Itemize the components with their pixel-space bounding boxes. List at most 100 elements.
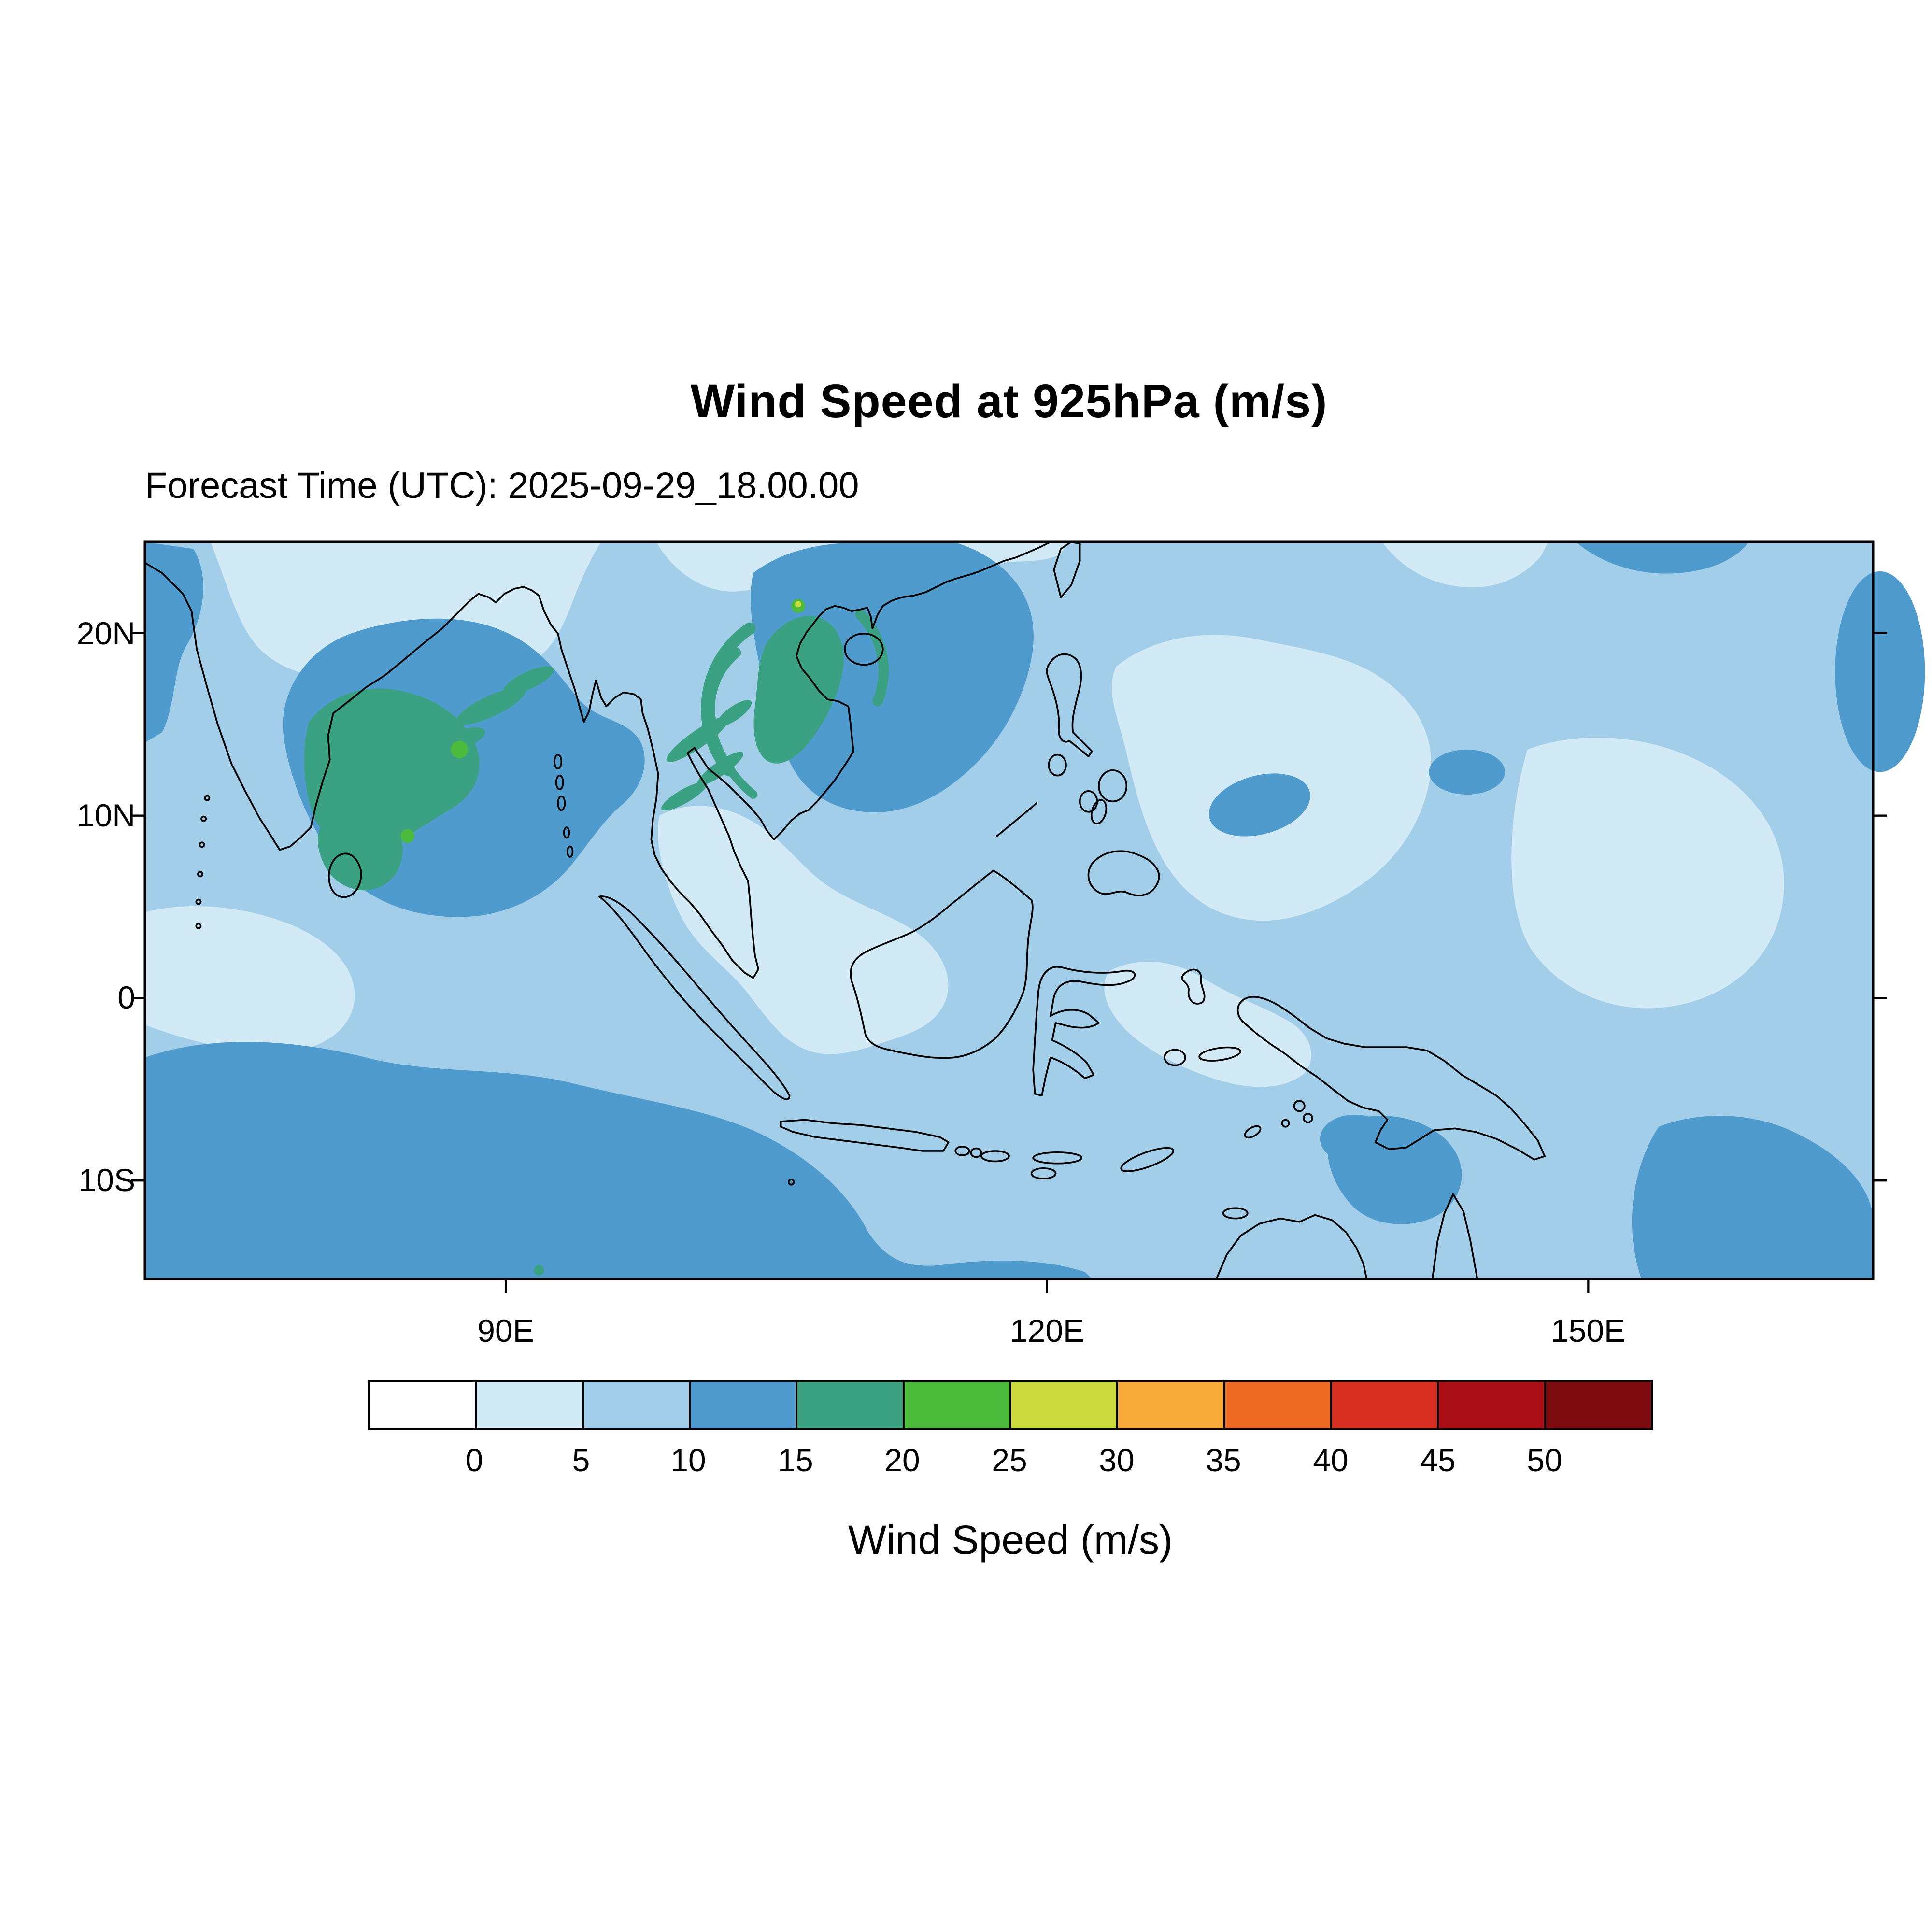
colorbar-tick-35: 35 (1206, 1442, 1241, 1478)
lat-label-20n: 20N (76, 615, 135, 651)
lat-label-10n: 10N (76, 797, 135, 833)
colorbar-cell (904, 1382, 1011, 1428)
coastline-negros (1090, 799, 1108, 825)
wind-speed-map (131, 540, 1925, 1293)
colorbar-tick-25: 25 (992, 1442, 1027, 1478)
coastline-java (780, 1119, 950, 1152)
wind-contour-streak (455, 687, 526, 725)
coastline-buru (1164, 1049, 1186, 1066)
coastline-sri-lanka (328, 852, 362, 898)
coastline-atoll (195, 898, 202, 905)
axis-ticks (131, 632, 1887, 1293)
coastline-nicobar-island (563, 826, 570, 839)
wind-contour-blob (1104, 961, 1312, 1087)
colorbar-tick-15: 15 (778, 1442, 813, 1478)
coastline-palawan (996, 802, 1038, 837)
wind-contour-blob (1208, 773, 1310, 837)
colorbar-tick-10: 10 (670, 1442, 706, 1478)
coastline-lombok (970, 1147, 982, 1158)
coastline-mindoro (1048, 753, 1067, 777)
wind-contours-15-20 (304, 609, 889, 1276)
coastline-seram (1198, 1046, 1241, 1062)
coastline-andaman-island (555, 774, 564, 791)
wind-contour-blob (1576, 542, 1749, 574)
colorbar-cell (1439, 1382, 1546, 1428)
coastline-tanimbar (1244, 1125, 1262, 1139)
coastline-atoll (199, 841, 205, 848)
coastline-christmas-island (788, 1179, 795, 1186)
colorbar-tick-5: 5 (572, 1442, 590, 1478)
colorbar-tick-45: 45 (1420, 1442, 1456, 1478)
coastline-cape-york (1431, 1193, 1478, 1280)
coastline-andaman-island (554, 753, 563, 770)
colorbar-tick-30: 30 (1099, 1442, 1135, 1478)
wind-contour-blob (145, 542, 203, 743)
colorbar-cell (1011, 1382, 1119, 1428)
colorbar-tick-50: 50 (1527, 1442, 1563, 1478)
colorbar-tick-0: 0 (465, 1442, 483, 1478)
wind-contour-speck (795, 601, 801, 608)
wind-contour-blob (145, 1042, 1092, 1279)
wind-contour-blob (1511, 737, 1784, 1009)
map-frame (143, 540, 1875, 1280)
wind-contours-0-5 (145, 542, 1784, 1087)
coastline-sumba (1030, 1167, 1057, 1180)
colorbar-cell (797, 1382, 905, 1428)
colorbar-label: Wind Speed (m/s) (848, 1517, 1173, 1563)
coastline-sumbawa (980, 1150, 1010, 1163)
coastline-hainan (844, 633, 884, 666)
wind-contour-streak (503, 666, 554, 695)
lon-label-90e: 90E (477, 1313, 534, 1349)
coastline-arnhem-land (1215, 1214, 1368, 1280)
wind-contour-streak (661, 781, 707, 811)
colorbar-cell (1332, 1382, 1439, 1428)
coastlines (144, 541, 1546, 1280)
coastline-samar (1098, 769, 1128, 803)
wind-contour-streak (420, 727, 485, 758)
colorbar-tick-40: 40 (1313, 1442, 1349, 1478)
lat-label-0: 0 (117, 980, 135, 1015)
coastline-melville-island (1222, 1207, 1249, 1220)
wind-contour-blob (1429, 749, 1505, 795)
coastline-atoll (200, 815, 207, 822)
wind-contour-blob (1835, 571, 1925, 772)
wind-contour-blob (657, 806, 949, 1054)
page-title: Wind Speed at 925hPa (m/s) (690, 375, 1328, 427)
forecast-time-label: Forecast Time (UTC): 2025-09-29_18.00.00 (145, 465, 859, 506)
wind-contour-speck (400, 829, 415, 843)
wind-contour-streak (716, 700, 752, 726)
lat-label-10s: 10S (78, 1162, 135, 1198)
coastline-flores (1032, 1151, 1083, 1165)
coastline-atoll (204, 795, 211, 801)
wind-contour-blob (1382, 542, 1548, 588)
coastline-nicobar-island (567, 845, 574, 858)
colorbar-cell (370, 1382, 477, 1428)
colorbar-cell (1225, 1382, 1332, 1428)
coastline-sulawesi (1032, 966, 1136, 1097)
coastline-timor (1120, 1147, 1175, 1172)
coastline-atoll (195, 923, 202, 929)
coastline-andaman-island (557, 795, 566, 811)
colorbar-cell (477, 1382, 584, 1428)
lon-label-150e: 150E (1550, 1313, 1626, 1349)
coastline-asia-mainland (144, 541, 1051, 979)
wind-contour-blob (751, 542, 1034, 812)
wind-contour-blob (1320, 1114, 1390, 1163)
colorbar-cell (1118, 1382, 1225, 1428)
colorbar-tick-20: 20 (884, 1442, 920, 1478)
colorbar (368, 1380, 1653, 1430)
coastline-atoll (197, 871, 203, 878)
lon-label-120e: 120E (1009, 1313, 1085, 1349)
coastline-mindanao (1087, 850, 1160, 896)
coastline-new-guinea (1236, 996, 1546, 1161)
coastline-aru-island (1293, 1100, 1306, 1112)
wind-contour-blob (1632, 1116, 1873, 1279)
wind-contour-speck (534, 1265, 544, 1276)
coastline-luzon (1046, 653, 1093, 757)
colorbar-cell (690, 1382, 798, 1428)
wind-contour-blob (318, 807, 403, 891)
coastline-bali (954, 1146, 970, 1156)
coastline-kai-island (1281, 1119, 1290, 1128)
coastline-aru-island (1303, 1113, 1313, 1123)
wind-swirl-arc (703, 682, 758, 799)
